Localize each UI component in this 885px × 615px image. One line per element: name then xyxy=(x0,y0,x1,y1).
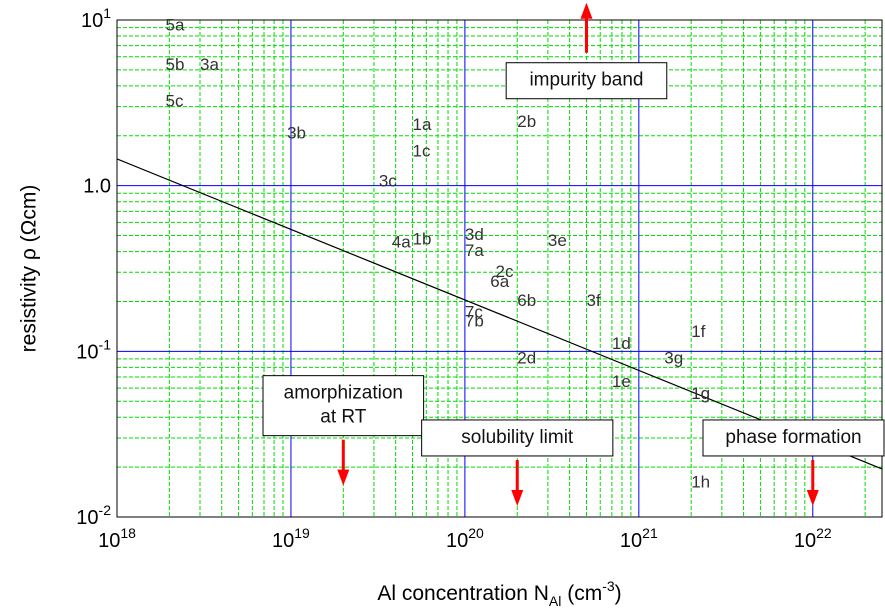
data-point-label: 1b xyxy=(413,229,432,248)
plot-frame xyxy=(116,19,883,518)
annotation-text: impurity band xyxy=(529,70,643,91)
x-tick-label: 1020 xyxy=(446,525,484,552)
data-point-label: 4a xyxy=(392,233,411,252)
x-axis-ticks: 1018 1019 1020 1021 1022 xyxy=(98,525,832,552)
y-tick-label: 101 xyxy=(81,5,111,32)
annotation-box xyxy=(262,375,425,437)
data-point-label: 1e xyxy=(612,372,631,391)
annotation: solubility limit xyxy=(421,419,614,506)
data-point-label: 5a xyxy=(165,15,184,34)
annotation-arrow-head xyxy=(511,489,524,506)
data-point-label: 7a xyxy=(465,241,484,260)
data-point-label: 1g xyxy=(691,384,710,403)
data-point-label: 5b xyxy=(165,55,184,74)
fit-line xyxy=(116,158,883,470)
fit-line-segment xyxy=(116,158,883,470)
data-point-label: 3b xyxy=(287,124,306,143)
x-tick-label: 1021 xyxy=(620,525,658,552)
data-point-label: 3c xyxy=(379,172,397,191)
annotation-arrow-head xyxy=(337,469,350,486)
data-point-label: 2b xyxy=(517,112,536,131)
annotation: amorphization at RT xyxy=(262,375,425,486)
data-point-label: 3e xyxy=(548,231,567,250)
data-point-label: 3a xyxy=(200,55,219,74)
annotation-box xyxy=(505,62,668,100)
data-point-label: 7c xyxy=(465,303,483,322)
x-tick-label: 1018 xyxy=(98,525,136,552)
data-point-label: 3g xyxy=(664,348,683,367)
annotation-box xyxy=(702,419,885,457)
data-point-label: 1h xyxy=(691,473,710,492)
data-point-label: 2c xyxy=(496,262,514,281)
y-axis-label: resistivity ρ (Ωcm) xyxy=(18,185,41,353)
data-point-label: 3d xyxy=(465,225,484,244)
data-point-label: 6b xyxy=(517,291,536,310)
y-tick-label: 1.0 xyxy=(83,176,111,198)
data-point-label: 7b xyxy=(465,312,484,331)
data-point-label: 1d xyxy=(612,334,631,353)
annotation-box xyxy=(421,419,614,457)
data-point-label: 1c xyxy=(413,141,431,160)
annotation: phase formation xyxy=(702,419,885,506)
data-point-label: 5c xyxy=(165,91,183,110)
annotation-arrow-head xyxy=(580,2,593,19)
data-point-label: 6a xyxy=(490,272,509,291)
data-point-label: 1f xyxy=(691,322,705,341)
annotation-arrow-head xyxy=(806,489,819,506)
annotations: impurity band amorphization at RT solubilit… xyxy=(262,2,885,506)
x-tick-label: 1019 xyxy=(272,525,310,552)
annotation-text: amorphization xyxy=(284,383,403,404)
annotation-text: solubility limit xyxy=(461,427,574,448)
data-point-label: 3f xyxy=(586,291,600,310)
x-tick-label: 1022 xyxy=(794,525,832,552)
y-tick-label: 10-1 xyxy=(76,336,111,363)
x-axis-label: Al concentration NAl (cm-3) xyxy=(377,578,621,609)
y-tick-label: 10-2 xyxy=(76,502,111,529)
annotation-text: at RT xyxy=(320,407,367,428)
annotation-text: phase formation xyxy=(725,427,861,448)
annotation: impurity band xyxy=(505,2,668,100)
y-axis-ticks: 10-2 10-1 1.0 101 xyxy=(76,5,111,529)
data-point-label: 2d xyxy=(517,348,536,367)
data-point-label: 1a xyxy=(413,115,432,134)
